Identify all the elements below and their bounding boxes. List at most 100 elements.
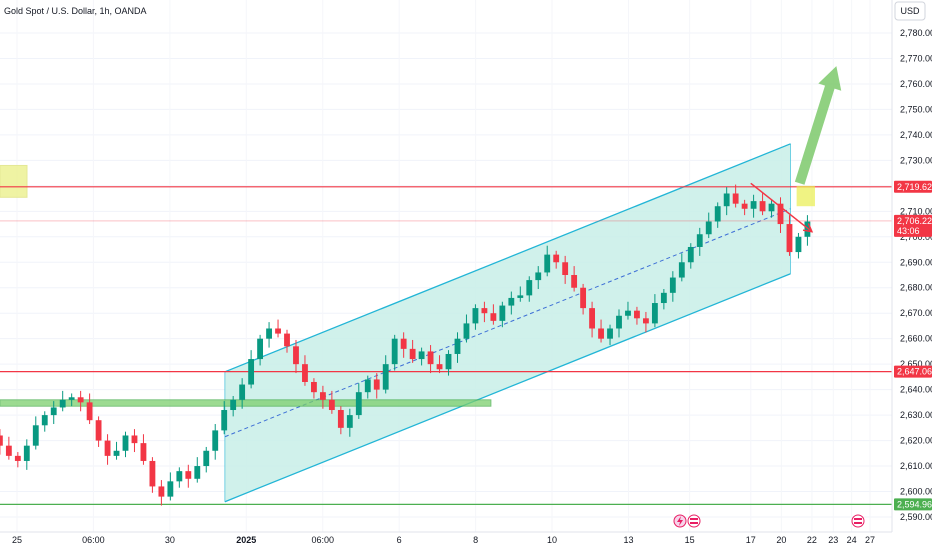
candle-body: [167, 481, 174, 497]
candle: [230, 396, 237, 417]
candle: [508, 291, 515, 315]
time-tick-label: 20: [776, 535, 786, 545]
candle: [436, 355, 443, 374]
candle-body: [355, 392, 362, 416]
candle-body: [221, 410, 228, 431]
candle-body: [723, 193, 730, 207]
price-axis[interactable]: 2,590.000 2,600.000 2,610.000 2,620.000 2,63…: [891, 0, 932, 550]
time-tick-label: 27: [865, 535, 875, 545]
price-tag-label: 2,647.066: [897, 367, 932, 377]
event-icons[interactable]: [673, 514, 865, 528]
candle: [131, 429, 138, 453]
candle-body: [526, 280, 533, 296]
price-axis-bg: [892, 0, 932, 550]
candle-body: [553, 254, 560, 263]
candle-body: [768, 203, 775, 212]
candle: [95, 416, 102, 447]
time-tick-label: 22: [807, 535, 817, 545]
candle-body: [705, 221, 712, 235]
candle-body: [472, 308, 479, 324]
currency-button[interactable]: USD: [894, 1, 926, 21]
candle-body: [616, 315, 622, 329]
price-tick-label: 2,650.000: [900, 359, 932, 369]
candle-body: [0, 435, 3, 446]
candle-body: [544, 254, 551, 273]
candle: [553, 250, 560, 269]
candle-body: [337, 410, 344, 428]
price-tag: 2,594.966: [894, 498, 932, 511]
candle: [562, 255, 569, 284]
price-tick-label: 2,760.000: [900, 79, 932, 89]
candle-body: [382, 364, 389, 390]
candle: [373, 373, 380, 399]
candle: [382, 355, 389, 394]
channel-upper-line: [224, 143, 791, 373]
price-tag: 2,647.066: [894, 365, 932, 378]
candle: [149, 457, 156, 493]
candle-body: [418, 351, 425, 360]
candle-body: [795, 236, 802, 253]
us-flag-event-icon[interactable]: [851, 514, 865, 528]
candle-body: [364, 379, 371, 393]
candle: [687, 243, 694, 269]
candle: [669, 271, 676, 302]
candle: [50, 401, 57, 425]
candle: [723, 187, 730, 216]
us-flag-event-icon[interactable]: [687, 514, 701, 528]
candle-body: [149, 460, 156, 487]
candle: [607, 324, 613, 346]
time-tick-label: 13: [623, 535, 633, 545]
price-tick-label: 2,740.000: [900, 130, 932, 140]
price-tick-label: 2,590.000: [900, 512, 932, 522]
candle-body: [68, 397, 75, 400]
candle-body: [131, 435, 138, 444]
candle-body: [463, 323, 470, 339]
candle: [490, 304, 497, 325]
candle: [472, 304, 479, 330]
candle-body: [158, 486, 165, 497]
candle: [5, 436, 12, 460]
candle: [113, 441, 120, 460]
projection-arrow: [794, 66, 842, 185]
candle-body: [508, 297, 515, 306]
candle: [750, 194, 757, 218]
candle: [328, 390, 335, 414]
candle: [302, 355, 308, 386]
price-tag-bg: [894, 214, 932, 237]
candle-body: [687, 246, 694, 263]
price-tag-label: 2,594.966: [897, 499, 932, 509]
lightning-glyph-icon: [677, 516, 683, 526]
candle: [257, 334, 264, 366]
time-tick-label: 06:00: [82, 535, 105, 545]
price-tag: 2,719.625: [894, 180, 932, 193]
candle: [499, 301, 506, 328]
candle: [311, 378, 317, 399]
candle: [526, 276, 533, 302]
target-zone: [796, 185, 815, 207]
flag-stripe-icon: [854, 522, 862, 524]
candle: [284, 329, 290, 353]
candle: [714, 202, 721, 228]
candle-body: [759, 201, 766, 212]
candle-body: [400, 338, 407, 349]
candle-body: [660, 292, 667, 304]
candle: [741, 199, 748, 216]
price-tag-bg: [894, 365, 932, 378]
price-tag-label: 2,706.225: [897, 216, 932, 226]
candle: [625, 301, 631, 320]
price-tick-label: 2,610.000: [900, 461, 932, 471]
candle-body: [562, 262, 569, 275]
price-tick-label: 2,640.000: [900, 385, 932, 395]
candle-body: [571, 275, 578, 288]
candle-body: [77, 397, 84, 403]
price-tick-label: 2,730.000: [900, 155, 932, 165]
candle: [176, 467, 183, 488]
candle: [185, 464, 192, 488]
candles: [0, 184, 811, 506]
time-axis[interactable]: 25 06:00 30 2025 06:00 6 8 10 13 15 17 20 22 23 24 27: [0, 531, 892, 545]
left-zone: [0, 164, 28, 198]
candle-body: [607, 328, 613, 339]
candle-body: [86, 402, 93, 421]
candle-body: [580, 287, 587, 309]
